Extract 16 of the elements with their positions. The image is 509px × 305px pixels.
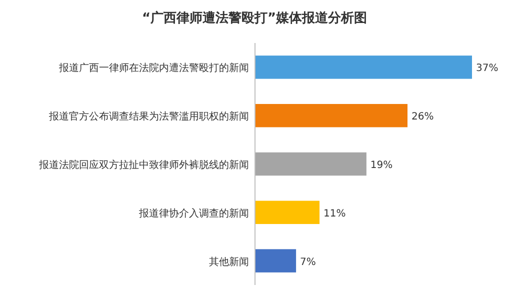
- bar: [255, 104, 408, 128]
- y-tick-label: 其他新闻: [209, 256, 249, 268]
- data-label: 7%: [300, 256, 316, 268]
- data-label: 26%: [411, 112, 434, 123]
- bar: [255, 152, 366, 176]
- bar: [255, 56, 472, 79]
- y-tick-label: 报道官方公布调查结果为法警滥用职权的新闻: [48, 110, 249, 123]
- y-tick-label: 报道法院回应双方拉扯中致律师外裤脱线的新闻: [38, 159, 249, 171]
- chart-title: “广西律师遭法警殴打”媒体报道分析图: [142, 10, 368, 26]
- y-tick-label: 报道律协介入调查的新闻: [138, 207, 249, 220]
- data-label: 19%: [370, 160, 393, 171]
- bar: [255, 200, 320, 224]
- bar: [255, 249, 296, 272]
- data-label: 11%: [324, 208, 346, 220]
- data-label: 37%: [476, 63, 498, 74]
- y-tick-label: 报道广西一律师在法院内遭法警殴打的新闻: [58, 62, 249, 74]
